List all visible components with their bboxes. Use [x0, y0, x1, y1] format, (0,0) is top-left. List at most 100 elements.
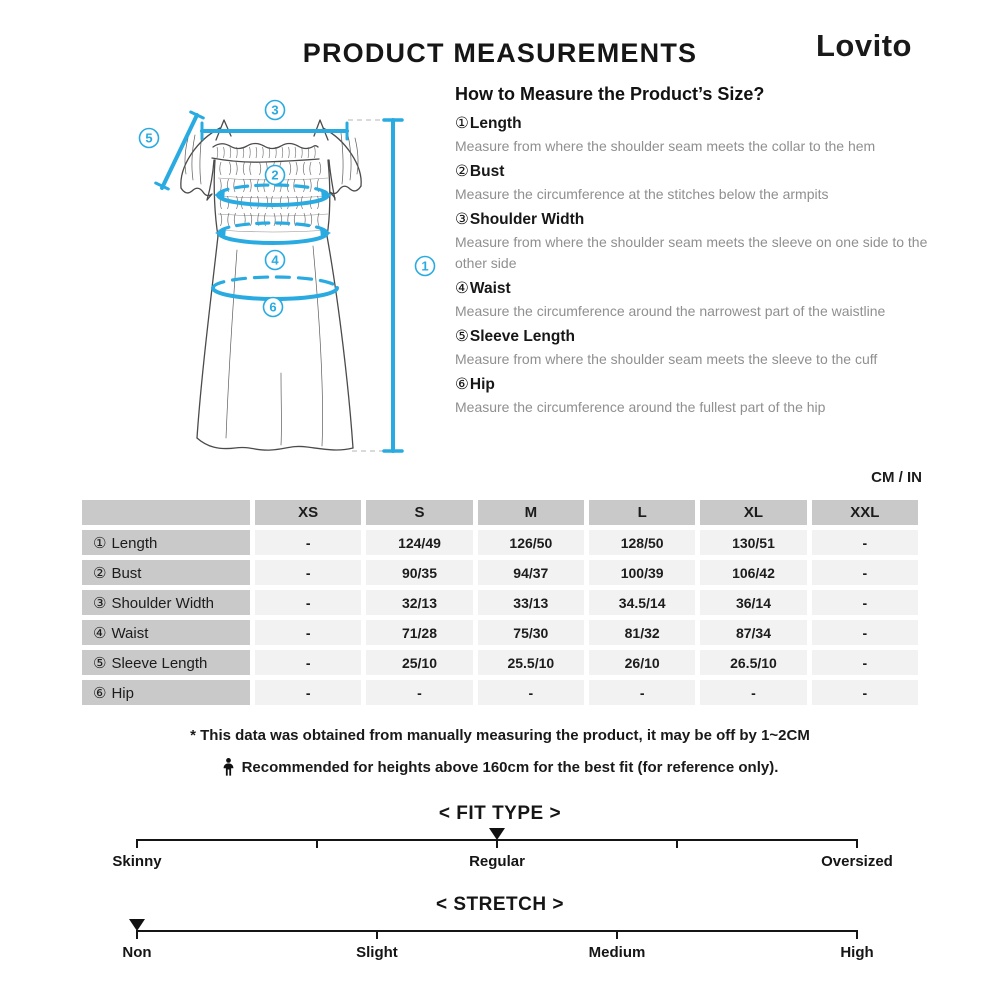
cell-sleeve-length: - [255, 650, 362, 675]
table-row-length: ① Length -124/49 126/50 128/50 130/51- [82, 530, 918, 555]
cell-shoulder-width: 32/13 [366, 590, 473, 615]
callout-shoulder-num: 3 [271, 103, 278, 118]
measure-item-desc: Measure from where the shoulder seam mee… [455, 138, 876, 154]
unit-label: CM / IN [871, 469, 922, 486]
cell-sleeve-length: 26/10 [588, 650, 696, 675]
row-number: ③ [93, 594, 107, 612]
measure-item-name: Waist [469, 280, 511, 297]
note-height: Recommended for heights above 160cm for … [0, 758, 1000, 776]
measure-item-name: Sleeve Length [469, 328, 575, 345]
scale-label-skinny: Skinny [112, 853, 162, 870]
measure-item-desc: Measure from where the shoulder seam mee… [455, 234, 928, 271]
callout-sleeve [138, 127, 160, 149]
callout-shoulder [264, 99, 286, 121]
measure-item-name: Shoulder Width [469, 211, 585, 228]
row-number: ① [93, 534, 107, 552]
measure-item-title: ②Bust [455, 162, 933, 181]
measure-item-number: ② [455, 163, 469, 180]
cell-sleeve-length: - [811, 650, 918, 675]
cell-bust: 94/37 [477, 560, 584, 585]
cell-waist: - [255, 620, 362, 645]
cell-hip: - [588, 680, 696, 705]
measure-item-number: ④ [455, 280, 469, 297]
row-number: ④ [93, 624, 107, 642]
row-label-text: Sleeve Length [111, 654, 208, 672]
measure-item-number: ⑤ [455, 328, 469, 345]
measure-item-title: ③Shoulder Width [455, 210, 933, 229]
measure-item-bust: ②Bust Measure the circumference at the st… [455, 162, 933, 205]
size-col-s: S [366, 500, 473, 525]
stretch-title: < STRETCH > [436, 894, 564, 915]
row-number: ⑤ [93, 654, 107, 672]
cell-shoulder-width: - [255, 590, 362, 615]
row-label-text: Bust [111, 564, 142, 582]
page-title: PRODUCT MEASUREMENTS [302, 38, 698, 68]
table-row-bust: ② Bust -90/35 94/37 100/39 106/42- [82, 560, 918, 585]
table-row-waist: ④ Waist -71/28 75/30 81/32 87/34- [82, 620, 918, 645]
scale-tick [316, 839, 318, 848]
callout-hip-num: 6 [269, 300, 276, 315]
row-number: ② [93, 564, 107, 582]
callout-sleeve-num: 5 [145, 131, 152, 146]
row-number: ⑥ [93, 684, 107, 702]
scale-tick [676, 839, 678, 848]
row-label-shoulder-width: ③ Shoulder Width [82, 590, 250, 615]
scale-indicator [129, 919, 145, 931]
diagram-callouts: 3 5 2 4 6 1 [138, 99, 436, 318]
measure-item-name: Length [469, 115, 522, 132]
callout-length-num: 1 [421, 259, 428, 274]
size-table-corner [82, 500, 250, 525]
scale-tick [375, 930, 378, 939]
stretch-scale: < STRETCH > Non Slight Medium High [0, 894, 1000, 964]
size-col-xxl: XXL [811, 500, 918, 525]
fit-type-title: < FIT TYPE > [438, 803, 562, 824]
size-col-xs: XS [255, 500, 362, 525]
measure-item-shoulder-width: ③Shoulder Width Measure from where the sh… [455, 210, 933, 274]
fit-type-track: Skinny Regular Oversized [112, 828, 893, 873]
measure-item-desc: Measure from where the shoulder seam mee… [455, 351, 878, 367]
cell-waist: 81/32 [588, 620, 696, 645]
cell-hip: - [700, 680, 807, 705]
cell-sleeve-length: 25/10 [366, 650, 473, 675]
how-to-measure-section: How to Measure the Product’s Size? ①Leng… [455, 84, 933, 418]
cell-waist: 75/30 [477, 620, 584, 645]
callout-bust [264, 164, 286, 186]
measure-item-sleeve-length: ⑤Sleeve Length Measure from where the sho… [455, 327, 933, 370]
row-label-text: Length [111, 534, 158, 552]
measure-item-title: ①Length [455, 114, 933, 133]
fit-type-scale: < FIT TYPE > Skinny Regular Oversized [0, 803, 1000, 873]
cell-sleeve-length: 26.5/10 [700, 650, 807, 675]
dress-measurement-diagram: 3 5 2 4 6 1 [138, 99, 436, 453]
measure-item-waist: ④Waist Measure the circumference around t… [455, 279, 933, 322]
cell-hip: - [477, 680, 584, 705]
scale-tick [496, 839, 498, 848]
cell-waist: 71/28 [366, 620, 473, 645]
scale-tick [856, 839, 858, 848]
row-label-length: ① Length [82, 530, 250, 555]
row-label-text: Waist [111, 624, 149, 642]
measure-item-title: ⑤Sleeve Length [455, 327, 933, 346]
cell-bust: - [811, 560, 918, 585]
measure-item-name: Hip [469, 376, 495, 393]
person-icon [223, 758, 233, 776]
scale-indicator [489, 828, 505, 840]
measure-item-desc: Measure the circumference at the stitche… [455, 186, 829, 202]
cell-shoulder-width: 34.5/14 [588, 590, 696, 615]
scale-label-high: High [840, 944, 874, 961]
cell-length: - [811, 530, 918, 555]
dress-drawing [180, 119, 362, 451]
size-table-header-row: XS S M L XL XXL [82, 500, 918, 525]
size-col-m: M [477, 500, 584, 525]
measure-item-number: ⑥ [455, 376, 469, 393]
note-accuracy: * This data was obtained from manually m… [190, 727, 810, 744]
scale-tick [136, 930, 138, 939]
howto-list: ①Length Measure from where the shoulder s… [455, 114, 933, 418]
measure-item-title: ⑥Hip [455, 375, 933, 394]
row-label-text: Shoulder Width [111, 594, 215, 612]
callout-bust-num: 2 [271, 168, 278, 183]
scale-tick [856, 930, 858, 939]
callout-waist-num: 4 [271, 253, 279, 268]
cell-length: 130/51 [700, 530, 807, 555]
measure-item-number: ① [455, 115, 469, 132]
row-label-hip: ⑥ Hip [82, 680, 250, 705]
